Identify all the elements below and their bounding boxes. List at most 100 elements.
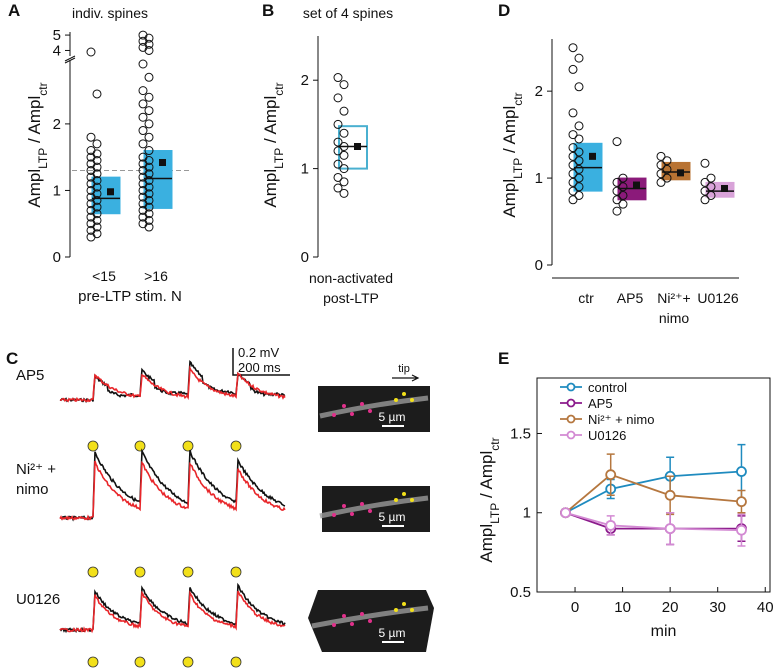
data-point <box>568 64 578 74</box>
data-point <box>138 112 148 122</box>
data-point <box>339 128 349 138</box>
data-point <box>656 169 666 179</box>
data-point <box>333 159 343 169</box>
data-point <box>574 190 584 200</box>
data-point <box>605 520 617 531</box>
condition-label: Ni²⁺ + <box>16 461 56 478</box>
data-point <box>568 108 578 118</box>
dendrite <box>311 605 429 629</box>
x-tick-label: 20 <box>662 599 679 616</box>
data-point <box>339 164 349 174</box>
x-tick-label: U0126 <box>697 290 738 306</box>
data-point <box>612 177 622 187</box>
x-axis-label: non-activated post-LTP <box>309 270 393 306</box>
data-point <box>144 92 154 102</box>
direction-label: tip <box>398 363 410 375</box>
data-point <box>86 232 96 242</box>
plot-frame <box>536 377 771 593</box>
y-tick-label: 1 <box>535 170 543 187</box>
data-point <box>333 119 343 129</box>
mean <box>589 152 596 160</box>
y-axis-label-part: ctr <box>488 437 502 450</box>
data-point <box>144 106 154 116</box>
y-tick-label: 5 <box>53 27 61 44</box>
y-tick-label: 1 <box>301 161 309 178</box>
y-tick-label: 0.5 <box>510 584 531 601</box>
data-point <box>700 195 710 205</box>
y-axis-label-part: LTP <box>36 148 50 169</box>
image-background <box>322 486 430 532</box>
stimulus-marker <box>182 440 194 452</box>
data-point <box>92 89 102 99</box>
mean <box>633 181 640 189</box>
data-point <box>656 177 666 187</box>
mean <box>107 188 114 196</box>
x-tick-label: >16 <box>144 268 168 284</box>
condition-label: AP5 <box>16 367 44 384</box>
series-line <box>564 473 742 514</box>
y-axis-label: AmplLTP / Amplctr <box>500 92 525 217</box>
data-point <box>333 137 343 147</box>
stimulus-marker <box>134 566 146 578</box>
data-point <box>736 524 747 536</box>
spine-marker <box>350 412 354 416</box>
condition-label: U0126 <box>16 591 60 608</box>
data-point <box>144 45 154 55</box>
dendrite <box>319 495 429 519</box>
data-point <box>138 126 148 136</box>
spine-marker <box>368 619 372 623</box>
panel-label: B <box>262 1 274 20</box>
data-point <box>138 86 148 96</box>
data-point <box>706 173 716 183</box>
mean <box>721 185 728 193</box>
y-tick-label: 2 <box>53 116 61 133</box>
data-point <box>333 183 343 193</box>
panel-label: C <box>6 349 18 368</box>
y-tick-label: 0 <box>301 249 309 266</box>
legend-label: U0126 <box>588 428 626 443</box>
data-point <box>574 164 584 174</box>
data-point <box>574 134 584 144</box>
data-point <box>612 186 622 196</box>
data-point <box>568 195 578 205</box>
legend-marker <box>566 414 576 424</box>
y-tick-label: 0 <box>535 257 543 274</box>
data-point <box>656 160 666 170</box>
data-point <box>138 59 148 69</box>
data-point <box>138 30 148 40</box>
spine-marker <box>350 622 354 626</box>
x-tick-label: <15 <box>92 268 116 284</box>
data-point <box>339 188 349 198</box>
spine-marker <box>368 509 372 513</box>
legend-label: Ni²⁺ + nimo <box>588 412 654 427</box>
x-tick-label: 40 <box>757 599 774 616</box>
spine-marker <box>402 492 406 496</box>
legend-label: AP5 <box>588 396 613 411</box>
spine-marker <box>360 612 364 616</box>
data-point <box>333 93 343 103</box>
data-point <box>618 182 628 192</box>
data-point <box>138 99 148 109</box>
data-point <box>339 150 349 160</box>
data-point <box>144 222 154 232</box>
scale-bar-label: 5 µm <box>379 510 406 524</box>
spine-marker <box>332 413 336 417</box>
y-axis-label-part: Ampl <box>261 169 280 208</box>
box <box>143 150 173 209</box>
data-point <box>662 164 672 174</box>
y-axis-label-part: LTP <box>488 503 502 524</box>
y-axis-label-part: / Ampl <box>500 106 519 158</box>
data-point <box>612 206 622 216</box>
trace <box>59 582 286 634</box>
data-point <box>612 137 622 147</box>
box <box>91 176 121 215</box>
data-point <box>605 469 617 481</box>
stimulus-marker <box>230 566 242 578</box>
data-point <box>612 195 622 205</box>
spine-marker <box>394 498 398 502</box>
data-point <box>574 156 584 166</box>
trace <box>59 448 286 522</box>
data-point <box>574 121 584 131</box>
data-point <box>333 172 343 182</box>
direction-arrow <box>392 374 420 382</box>
